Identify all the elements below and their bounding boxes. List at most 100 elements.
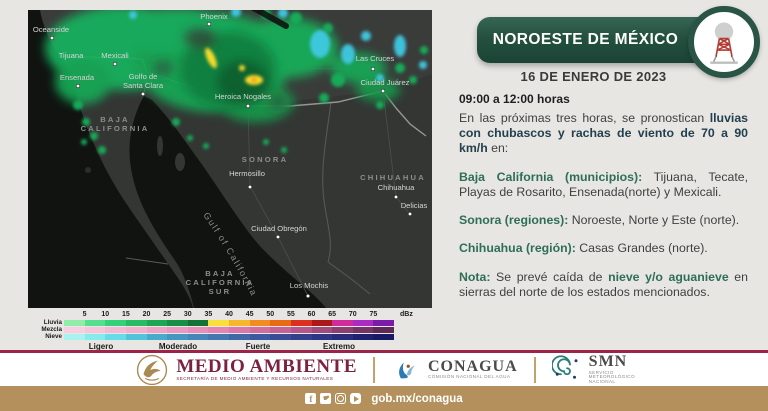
city-label: Mexicali: [101, 51, 129, 60]
city-label: Phoenix: [200, 12, 228, 21]
state-label: CHIHUAHUA: [360, 173, 426, 182]
legend-color-cell: [125, 334, 147, 340]
intensity-label: Ligero: [88, 342, 114, 351]
footer-bar: f gob.mx/conagua: [0, 386, 768, 411]
legend-color-cell: [249, 320, 271, 326]
state-label: SONORA: [242, 155, 289, 164]
legend-color-cell: [146, 327, 168, 333]
text-segment: Chihuahua (región):: [459, 241, 576, 256]
bulletin-date: 16 DE ENERO DE 2023: [520, 69, 667, 84]
radar-tower-badge: [688, 6, 760, 78]
legend-tick: 20: [142, 311, 151, 318]
legend-color-cell: [311, 334, 333, 340]
paragraph: En las próximas tres horas, se pronostic…: [459, 111, 748, 157]
legend-color-cell: [290, 327, 312, 333]
city-label: Ciudad Juárez: [361, 78, 410, 87]
footer-logos: MEDIO AMBIENTE SECRETARÍA DE MEDIO AMBIE…: [0, 353, 768, 386]
text-segment: Noroeste, Norte y Este (norte).: [568, 213, 740, 228]
legend-row-label: Lluvia: [43, 319, 62, 326]
legend-color-cell: [208, 327, 229, 333]
city-dot: [370, 66, 376, 72]
city-dot: [305, 293, 311, 299]
city-dot: [247, 184, 253, 190]
radar-map: Gulf of California Oceanside Tijuana Mexic…: [28, 10, 432, 308]
legend-color-cell: [311, 320, 333, 326]
legend-color-cell: [105, 320, 126, 326]
youtube-icon: [350, 393, 362, 404]
legend-tick: 35: [204, 311, 213, 318]
legend-row: Nieve: [28, 333, 432, 340]
legend-row: Lluvia: [28, 319, 432, 326]
legend-color-cell: [229, 334, 250, 340]
legend-tick: 60: [307, 311, 316, 318]
legend-color-bar: [64, 327, 394, 333]
dbz-legend: dBz 5 10 15 20 25 30 35 40 45 50 55 60 65 70 75 Lluvia…: [28, 311, 432, 351]
legend-color-bar: [64, 320, 394, 326]
logo-smn: SMN SERVICIO METEOROLÓGICO NACIONAL: [551, 352, 635, 385]
island: [175, 153, 185, 171]
radar-tower-icon: [710, 22, 738, 64]
legend-color-cell: [229, 320, 250, 326]
legend-color-cell: [332, 320, 353, 326]
paragraph: Sonora (regiones): Noroeste, Norte y Est…: [459, 213, 748, 228]
state-label: SUR: [209, 287, 232, 296]
legend-color-cell: [64, 327, 85, 333]
city-label: Los Mochis: [290, 281, 329, 290]
legend-color-cell: [167, 320, 188, 326]
city-dot: [393, 194, 399, 200]
agency-name: SMN: [588, 352, 628, 370]
paragraph: Chihuahua (región): Casas Grandes (norte…: [459, 241, 748, 256]
legend-color-cell: [167, 327, 188, 333]
legend-color-cell: [187, 320, 209, 326]
footer-url: gob.mx/conagua: [371, 392, 463, 405]
legend-color-cell: [125, 320, 147, 326]
water-swoosh-icon: [399, 362, 415, 378]
state-label: CALIFORNIA: [186, 278, 255, 287]
heavy-echoes: [205, 47, 263, 85]
state-label: BAJA: [100, 115, 129, 124]
city-dot: [140, 91, 146, 97]
legend-color-cell: [84, 327, 106, 333]
legend-ticks: dBz 5 10 15 20 25 30 35 40 45 50 55 60 65 70 75: [64, 311, 413, 320]
legend-color-cell: [84, 320, 106, 326]
region-title: NOROESTE DE MÉXICO: [492, 31, 679, 48]
legend-rows: Lluvia Mezcla Nieve: [28, 319, 432, 340]
time-range: 09:00 a 12:00 horas: [459, 92, 570, 106]
island: [85, 167, 91, 173]
twitter-icon: [320, 393, 332, 404]
text-segment: en:: [487, 141, 509, 156]
legend-tick: 25: [163, 311, 172, 318]
radar-echoes: [45, 10, 428, 154]
legend-tick: 55: [286, 311, 295, 318]
city-label: Delicias: [401, 201, 428, 210]
city-label: Golfo de: [129, 72, 158, 81]
text-segment: Casas Grandes (norte).: [575, 241, 708, 256]
legend-color-cell: [373, 327, 394, 333]
legend-row-label: Nieve: [45, 333, 62, 340]
city-label: Heroica Nogales: [215, 92, 271, 101]
legend-color-cell: [270, 334, 291, 340]
city-dot: [275, 234, 281, 240]
instagram-icon: [335, 393, 347, 404]
legend-color-cell: [146, 320, 168, 326]
legend-color-cell: [311, 327, 333, 333]
legend-unit: dBz: [400, 311, 413, 318]
text-segment: Se prevé caída de: [490, 269, 609, 284]
legend-color-cell: [229, 327, 250, 333]
legend-color-cell: [270, 320, 291, 326]
legend-color-cell: [146, 334, 168, 340]
facebook-icon: f: [305, 393, 317, 404]
legend-color-cell: [332, 327, 353, 333]
city-label: Santa Clara: [123, 81, 164, 90]
legend-color-cell: [249, 334, 271, 340]
legend-color-cell: [270, 327, 291, 333]
intensity-label: Fuerte: [245, 342, 271, 351]
legend-color-cell: [64, 334, 85, 340]
city-dot: [380, 88, 386, 94]
legend-color-cell: [105, 334, 126, 340]
legend-tick: 65: [328, 311, 337, 318]
legend-tick: 40: [225, 311, 233, 318]
city-label: Chihuahua: [378, 183, 416, 192]
